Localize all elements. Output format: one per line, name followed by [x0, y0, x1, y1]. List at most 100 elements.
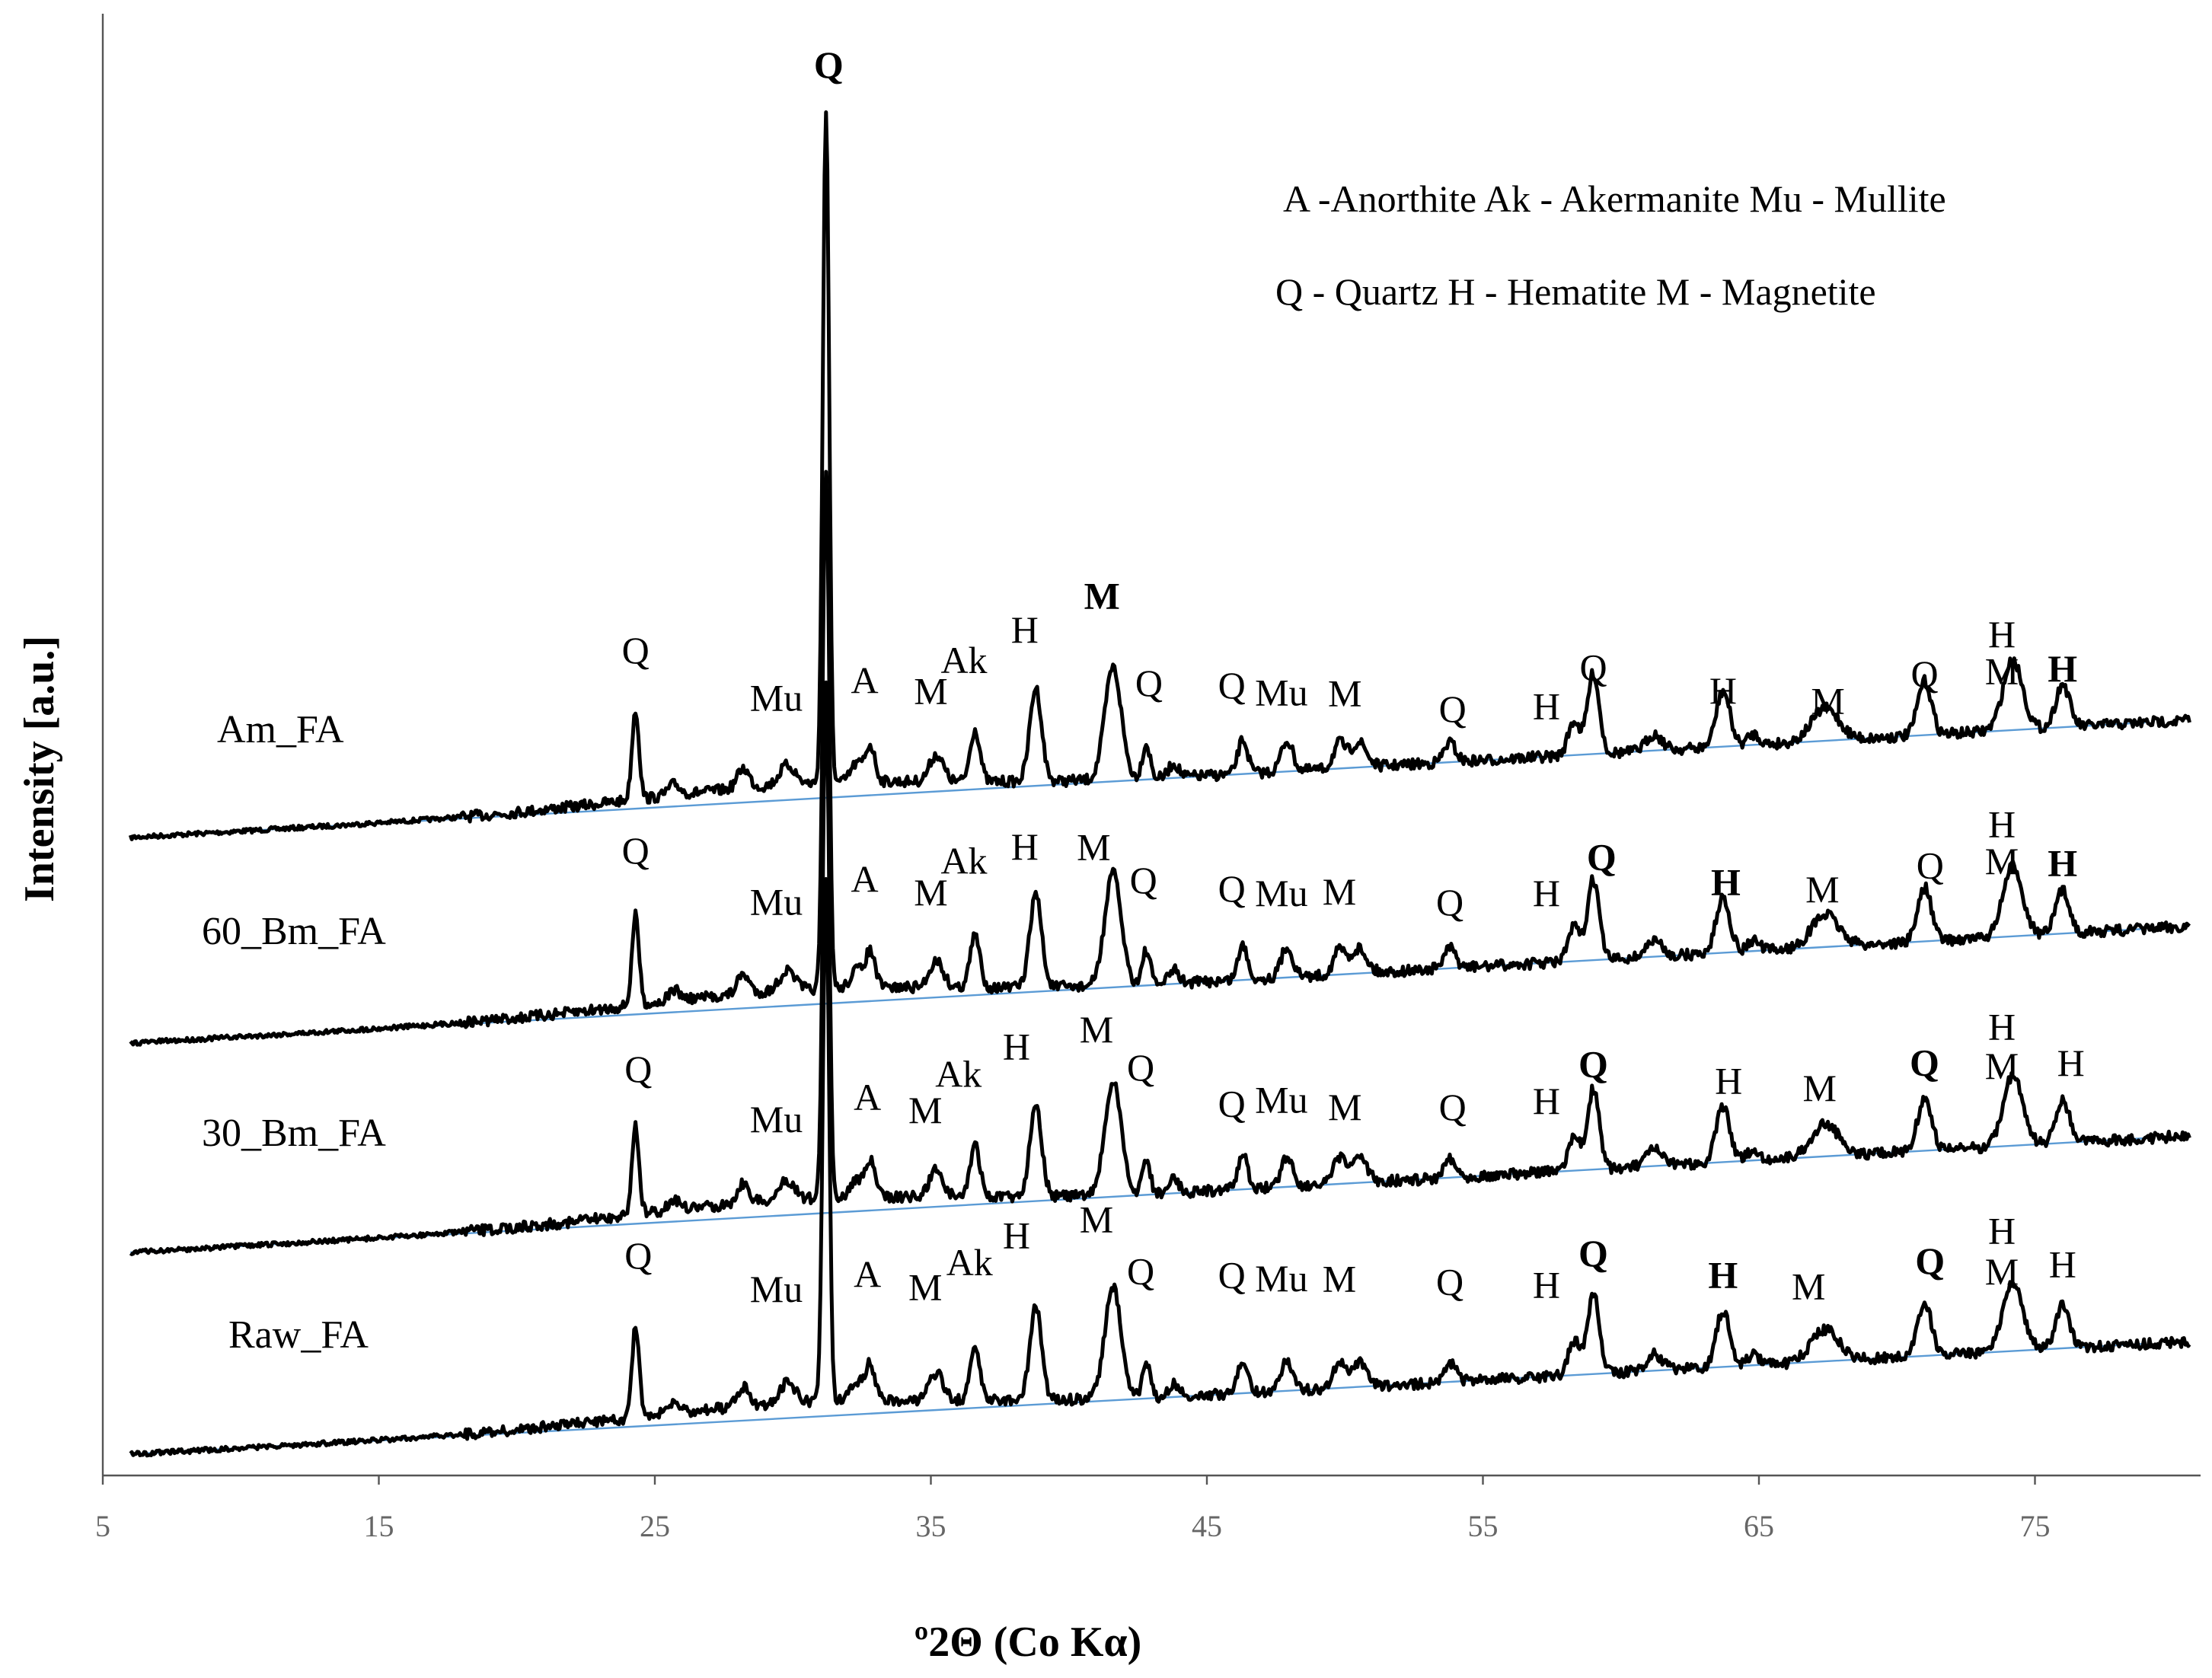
peak-label-60_Bm_FA-8: Q — [1218, 867, 1246, 910]
peak-label-Am_FA-2: A — [851, 659, 878, 701]
peak-label-Am_FA-16: Q — [1910, 652, 1938, 695]
legend-line-2: Q - Quartz H - Hematite M - Magnetite — [1275, 270, 1876, 313]
legend: A -Anorthite Ak - Akermanite Mu - Mullit… — [1275, 177, 1946, 313]
peak-label-30_Bm_FA-5: H — [1003, 1025, 1030, 1067]
peak-label-30_Bm_FA-3: M — [908, 1089, 942, 1131]
peak-label-60_Bm_FA-10: M — [1323, 870, 1356, 913]
peak-label-Am_FA-14: H — [1709, 669, 1737, 712]
peak-label-Am_FA-13: Q — [1579, 646, 1607, 689]
trace-60_Bm_FA — [129, 470, 2191, 1047]
peak-label-Am_FA-12: H — [1533, 684, 1560, 727]
peak-label-60_Bm_FA-9: Mu — [1255, 872, 1307, 914]
peak-label-30_Bm_FA-18: M — [1985, 1045, 2019, 1087]
peak-label-30_Bm_FA-13: Q — [1578, 1043, 1608, 1086]
peak-label-Raw_FA-13: Q — [1578, 1232, 1608, 1274]
peak-label-30_Bm_FA-4: Ak — [935, 1053, 982, 1096]
peak-label-Raw_FA-7: Q — [1127, 1249, 1154, 1292]
x-ticks: 5 15 25 35 45 55 65 75 — [95, 1475, 2051, 1543]
peak-label-60_Bm_FA-13: Q — [1587, 835, 1617, 878]
peak-label-Raw_FA-12: H — [1533, 1263, 1560, 1306]
peak-label-Raw_FA-10: M — [1323, 1258, 1356, 1300]
peak-label-Am_FA-0: Q — [622, 629, 650, 672]
peak-label-Am_FA-6: M — [1084, 574, 1120, 617]
peak-label-Raw_FA-8: Q — [1218, 1254, 1246, 1297]
peak-label-Raw_FA-15: M — [1792, 1265, 1825, 1308]
peak-label-60_Bm_FA-14: H — [1711, 861, 1741, 904]
peak-label-60_Bm_FA-6: M — [1077, 826, 1110, 869]
trace-Am_FA — [128, 110, 2191, 841]
peak-label-Am_FA-4: Ak — [940, 639, 987, 681]
peak-label-Raw_FA-16: Q — [1915, 1239, 1945, 1282]
peak-label-Raw_FA-14: H — [1708, 1254, 1738, 1297]
peak-label-Raw_FA-19: H — [2049, 1243, 2076, 1286]
peak-label-60_Bm_FA-7: Q — [1130, 859, 1157, 901]
peak-label-30_Bm_FA-6: M — [1080, 1008, 1113, 1051]
peak-label-Raw_FA-2: A — [854, 1253, 881, 1296]
peak-label-Am_FA-19: H — [2048, 647, 2077, 690]
peak-label-Raw_FA-11: Q — [1436, 1261, 1463, 1303]
peak-label-30_Bm_FA-12: H — [1533, 1080, 1560, 1122]
peak-label-30_Bm_FA-2: A — [854, 1076, 881, 1118]
peak-label-Am_FA-1: Mu — [750, 677, 803, 719]
peak-label-60_Bm_FA-16: Q — [1917, 844, 1944, 886]
peak-label-30_Bm_FA-19: H — [2057, 1042, 2085, 1084]
x-tick-label-75: 75 — [2020, 1509, 2051, 1543]
peak-label-Am_FA-8: Q — [1218, 664, 1246, 707]
sample-label-Raw_FA: Raw_FA — [228, 1313, 369, 1357]
sample-label-60_Bm_FA: 60_Bm_FA — [202, 910, 386, 953]
peak-label-30_Bm_FA-10: M — [1328, 1086, 1361, 1128]
peak-label-Raw_FA-1: Mu — [750, 1268, 803, 1310]
sample-labels: Am_FA 60_Bm_FA 30_Bm_FA Raw_FA — [202, 708, 386, 1357]
peak-label-60_Bm_FA-2: A — [851, 857, 878, 900]
peak-label-Am_FA-3: M — [914, 669, 947, 712]
peak-label-60_Bm_FA-1: Mu — [750, 881, 803, 924]
peak-label-60_Bm_FA-18: M — [1985, 840, 2019, 882]
peak-label-Am_FA-18: M — [1985, 649, 2019, 692]
peak-label-60_Bm_FA-0: Q — [622, 829, 650, 872]
peak-label-Raw_FA-5: H — [1003, 1214, 1030, 1257]
legend-line-1: A -Anorthite Ak - Akermanite Mu - Mullit… — [1283, 177, 1946, 220]
peak-label-30_Bm_FA-0: Q — [624, 1048, 652, 1090]
x-axis-title: º2Θ (Co Kα) — [914, 1619, 1142, 1666]
peak-label-30_Bm_FA-15: M — [1803, 1067, 1837, 1109]
peak-label-30_Bm_FA-7: Q — [1127, 1046, 1154, 1089]
peak-label-60_Bm_FA-17: H — [1988, 803, 2016, 846]
trace-Raw_FA — [129, 877, 2191, 1458]
peak-label-Am_FA-17: H — [1988, 613, 2016, 656]
peak-label-Am_FA-10: M — [1328, 672, 1361, 715]
peak-label-60_Bm_FA-5: H — [1011, 825, 1039, 868]
x-tick-label-15: 15 — [364, 1509, 394, 1543]
x-tick-label-65: 65 — [1744, 1509, 1774, 1543]
peak-label-Am_FA-15: M — [1811, 679, 1844, 722]
peak-label-30_Bm_FA-16: Q — [1910, 1041, 1939, 1083]
x-tick-label-5: 5 — [95, 1509, 110, 1543]
peak-label-60_Bm_FA-12: H — [1533, 872, 1560, 914]
peak-label-Raw_FA-17: H — [1988, 1210, 2016, 1252]
peak-label-30_Bm_FA-9: Mu — [1255, 1078, 1307, 1121]
peak-label-60_Bm_FA-3: M — [914, 871, 947, 914]
peak-label-30_Bm_FA-8: Q — [1218, 1082, 1246, 1125]
peak-label-30_Bm_FA-11: Q — [1439, 1086, 1467, 1128]
trace-30_Bm_FA — [129, 680, 2191, 1256]
peak-label-60_Bm_FA-15: M — [1805, 868, 1839, 911]
peak-label-Am_FA-9: Mu — [1255, 671, 1307, 713]
peak-label-Raw_FA-4: Ak — [946, 1241, 993, 1284]
peak-label-Raw_FA-0: Q — [624, 1234, 652, 1277]
peak-label-60_Bm_FA-4: Ak — [940, 839, 987, 882]
peak-label-30_Bm_FA-14: H — [1715, 1059, 1742, 1102]
peak-label-Am_FA-7: Q — [1135, 662, 1163, 704]
x-tick-label-55: 55 — [1468, 1509, 1499, 1543]
peak-label-Raw_FA-3: M — [908, 1266, 942, 1309]
x-tick-label-45: 45 — [1192, 1509, 1222, 1543]
peak-label-Am_FA-5: H — [1011, 608, 1039, 651]
peak-label-60_Bm_FA-19: H — [2048, 842, 2077, 885]
peak-label-30_Bm_FA-1: Mu — [750, 1098, 803, 1140]
peak-label-Am_FA-11: Q — [1439, 687, 1467, 730]
sample-label-Am_FA: Am_FA — [217, 708, 344, 751]
x-tick-label-25: 25 — [640, 1509, 670, 1543]
peak-label-Raw_FA-6: M — [1080, 1198, 1113, 1241]
peak-label-Raw_FA-9: Mu — [1255, 1257, 1307, 1300]
